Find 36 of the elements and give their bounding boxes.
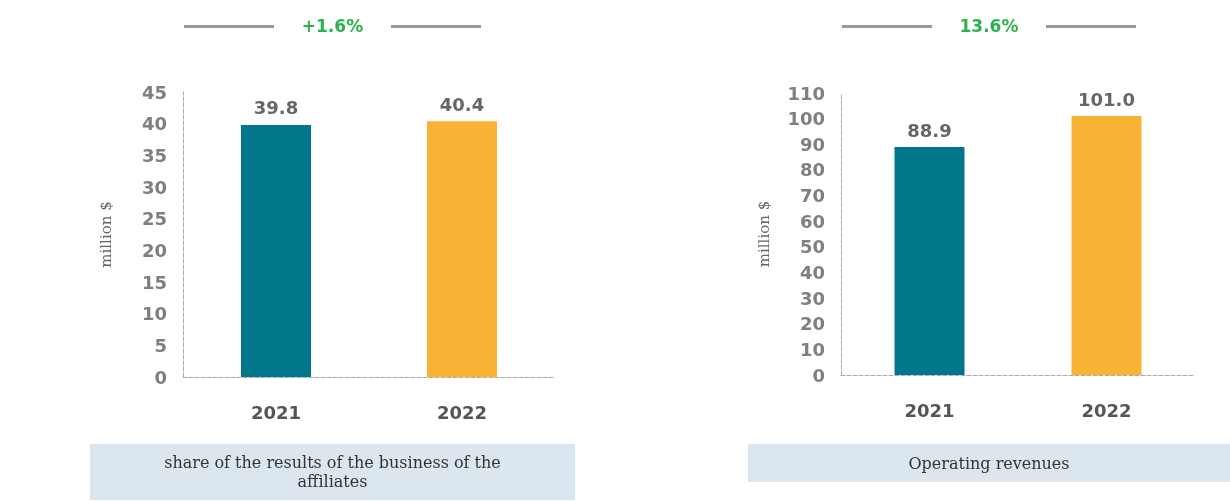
data-label: 40.4 bbox=[439, 93, 485, 115]
y-tick-label: 80 bbox=[799, 159, 825, 181]
y-tick-label: 30 bbox=[141, 176, 167, 198]
text: +1.6% bbox=[301, 16, 364, 36]
y-tick-label: 100 bbox=[787, 108, 825, 130]
y-tick-label: 110 bbox=[787, 82, 825, 104]
y-tick-label: 35 bbox=[141, 144, 167, 166]
y-tick-label: 30 bbox=[799, 287, 825, 309]
y-tick-label: 45 bbox=[141, 81, 167, 103]
y-tick-label: 25 bbox=[141, 208, 167, 230]
y-tick-label: 40 bbox=[141, 113, 167, 135]
y-tick-label: 5 bbox=[154, 334, 167, 356]
x-tick-label: 2021 bbox=[250, 401, 302, 423]
text: 13.6% bbox=[959, 16, 1019, 36]
y-tick-label: 60 bbox=[799, 210, 825, 232]
y-tick-label: 10 bbox=[799, 338, 825, 360]
y-tick-label: 20 bbox=[799, 313, 825, 335]
y-tick-label: 50 bbox=[799, 236, 825, 258]
data-label: 88.9 bbox=[907, 119, 952, 141]
y-tick-label: 40 bbox=[799, 261, 825, 283]
y-tick-label: 90 bbox=[799, 133, 825, 155]
x-tick-label: 2022 bbox=[1081, 399, 1132, 421]
y-tick-label: 20 bbox=[141, 239, 167, 261]
text: Operating revenues bbox=[908, 453, 1070, 473]
y-axis-title: million $ bbox=[754, 200, 773, 268]
data-label: 39.8 bbox=[253, 97, 299, 119]
data-label: 101.0 bbox=[1078, 88, 1135, 110]
text: share of the results of the business of the affiliates bbox=[163, 453, 502, 491]
y-tick-label: 10 bbox=[141, 303, 167, 325]
x-tick-label: 2021 bbox=[904, 399, 955, 421]
y-tick-label: 15 bbox=[141, 271, 167, 293]
y-axis-title: million $ bbox=[96, 201, 115, 268]
y-tick-label: 0 bbox=[154, 366, 167, 388]
x-tick-label: 2022 bbox=[436, 401, 488, 423]
y-tick-label: 70 bbox=[799, 185, 825, 207]
y-tick-label: 0 bbox=[812, 364, 825, 386]
